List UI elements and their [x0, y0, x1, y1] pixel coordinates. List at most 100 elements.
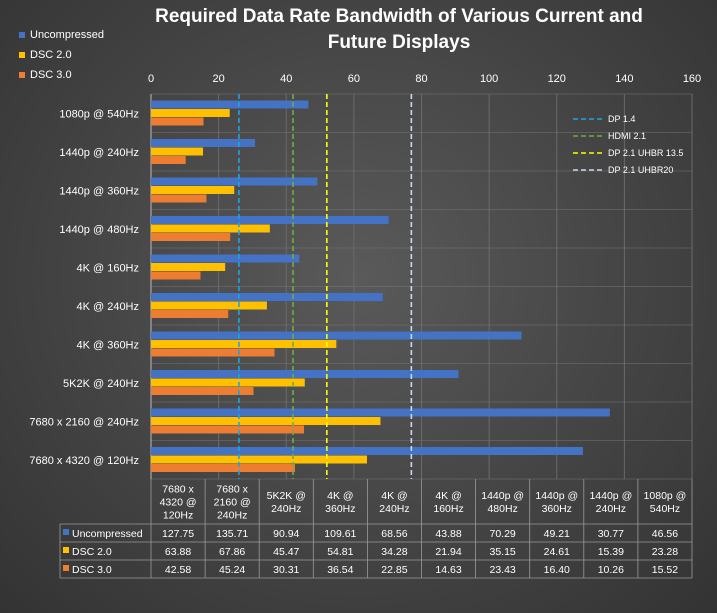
bar-dsc-3-0 — [151, 387, 254, 395]
table-legend-swatch — [63, 547, 69, 553]
table-legend-swatch — [63, 565, 69, 571]
table-header-label: 7680 x — [216, 484, 248, 496]
legend-label: DSC 2.0 — [30, 49, 72, 61]
bar-uncompressed — [151, 139, 256, 147]
table-header-label: 360Hz — [542, 503, 572, 515]
reference-legend-label: HDMI 2.1 — [608, 131, 646, 141]
table-cell: 35.15 — [490, 546, 516, 558]
table-cell: 10.26 — [598, 564, 624, 576]
table-header-label: 5K2K @ — [267, 490, 306, 502]
table-cell: 30.77 — [598, 528, 624, 540]
table-header-label: 7680 x — [162, 484, 194, 496]
chart-title-line: Required Data Rate Bandwidth of Various … — [155, 6, 643, 27]
table-cell: 24.61 — [544, 546, 570, 558]
bar-dsc-3-0 — [151, 271, 201, 280]
table-cell: 54.81 — [327, 546, 353, 558]
reference-legend-label: DP 1.4 — [608, 114, 635, 124]
x-tick-label: 100 — [480, 73, 498, 85]
bar-dsc-2-0 — [151, 301, 267, 310]
table-header-label: 1440p @ — [481, 490, 524, 502]
bar-uncompressed — [151, 216, 389, 224]
bar-dsc-3-0 — [151, 425, 304, 434]
bar-uncompressed — [151, 447, 583, 455]
bar-dsc-2-0 — [151, 147, 204, 156]
table-cell: 135.71 — [216, 528, 248, 540]
table-cell: 127.75 — [162, 528, 194, 540]
reference-legend-label: DP 2.1 UHBR20 — [608, 165, 673, 175]
category-label: 4K @ 240Hz — [76, 301, 139, 313]
bar-uncompressed — [151, 331, 522, 340]
bar-dsc-3-0 — [151, 464, 295, 472]
table-cell: 15.39 — [598, 546, 624, 558]
bar-dsc-3-0 — [151, 194, 207, 203]
bar-dsc-3-0 — [151, 310, 229, 318]
table-cell: 22.85 — [381, 564, 407, 576]
table-header-label: 240Hz — [271, 503, 301, 515]
table-cell: 23.43 — [490, 564, 516, 576]
reference-legend-label: DP 2.1 UHBR 13.5 — [608, 148, 683, 158]
category-label: 1440p @ 480Hz — [59, 224, 139, 236]
legend-swatch — [19, 72, 25, 78]
table-header-label: 480Hz — [487, 503, 517, 515]
table-cell: 23.28 — [652, 546, 678, 558]
table-cell: 30.31 — [273, 564, 299, 576]
table-cell: 43.88 — [435, 528, 461, 540]
table-header-label: 540Hz — [650, 503, 680, 515]
bar-dsc-2-0 — [151, 455, 367, 464]
category-label: 7680 x 4320 @ 120Hz — [29, 455, 139, 467]
x-tick-label: 160 — [683, 73, 701, 85]
legend-label: DSC 3.0 — [30, 69, 72, 81]
x-tick-label: 140 — [615, 73, 633, 85]
table-cell: 63.88 — [165, 546, 191, 558]
x-tick-label: 120 — [548, 73, 566, 85]
table-header-label: 2160 @ — [214, 497, 251, 509]
table-cell: 45.24 — [219, 564, 245, 576]
bar-dsc-2-0 — [151, 224, 270, 233]
x-tick-label: 60 — [348, 73, 360, 85]
table-header-label: 4K @ — [435, 490, 461, 502]
table-cell: 49.21 — [544, 528, 570, 540]
bar-dsc-3-0 — [151, 117, 204, 126]
table-cell: 34.28 — [381, 546, 407, 558]
bar-dsc-2-0 — [151, 109, 230, 117]
x-tick-label: 20 — [213, 73, 225, 85]
category-label: 1440p @ 360Hz — [59, 185, 139, 197]
category-label: 1440p @ 240Hz — [59, 147, 139, 159]
chart-title-line: Future Displays — [328, 32, 471, 53]
bar-uncompressed — [151, 100, 309, 109]
table-cell: 70.29 — [490, 528, 516, 540]
table-header-label: 1440p @ — [589, 490, 632, 502]
table-cell: 21.94 — [435, 546, 461, 558]
legend-swatch — [19, 32, 25, 38]
bar-dsc-2-0 — [151, 340, 337, 348]
category-label: 1080p @ 540Hz — [59, 108, 139, 120]
x-tick-label: 40 — [280, 73, 292, 85]
legend-label: Uncompressed — [30, 29, 104, 41]
table-cell: 15.52 — [652, 564, 678, 576]
table-cell: 45.47 — [273, 546, 299, 558]
legend-swatch — [19, 52, 25, 58]
x-tick-label: 80 — [415, 73, 427, 85]
table-header-label: 1080p @ — [644, 490, 687, 502]
bar-dsc-3-0 — [151, 348, 275, 357]
bar-uncompressed — [151, 408, 610, 417]
bar-dsc-2-0 — [151, 186, 235, 194]
category-label: 4K @ 360Hz — [76, 339, 139, 351]
bar-uncompressed — [151, 370, 459, 378]
table-header-label: 240Hz — [217, 510, 247, 522]
category-label: 4K @ 160Hz — [76, 262, 139, 274]
bar-dsc-3-0 — [151, 156, 186, 164]
table-header-label: 120Hz — [163, 510, 193, 522]
table-cell: 46.56 — [652, 528, 678, 540]
table-header-label: 4320 @ — [160, 497, 197, 509]
bar-uncompressed — [151, 177, 318, 186]
bar-dsc-2-0 — [151, 378, 305, 387]
bar-uncompressed — [151, 293, 383, 301]
table-header-label: 4K @ — [327, 490, 353, 502]
table-header-label: 160Hz — [433, 503, 463, 515]
table-cell: 42.58 — [165, 564, 191, 576]
x-tick-label: 0 — [148, 73, 154, 85]
table-cell: 67.86 — [219, 546, 245, 558]
category-label: 7680 x 2160 @ 240Hz — [29, 416, 139, 428]
